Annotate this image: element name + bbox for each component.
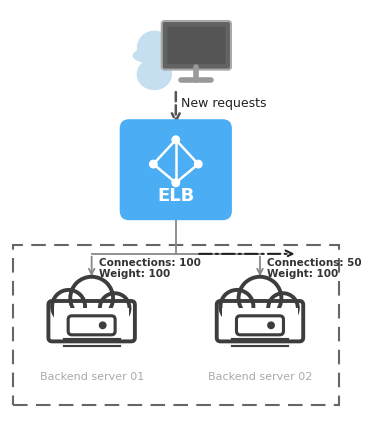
Circle shape [268,322,274,329]
Circle shape [150,161,157,168]
Circle shape [194,161,202,168]
FancyBboxPatch shape [222,308,298,336]
FancyBboxPatch shape [54,308,129,336]
Text: Connections: 50: Connections: 50 [267,258,362,268]
Circle shape [100,322,106,329]
Text: New requests: New requests [181,97,267,110]
Circle shape [70,277,113,319]
Circle shape [100,293,129,323]
FancyBboxPatch shape [217,299,303,341]
Text: Connections: 100: Connections: 100 [99,258,201,268]
FancyBboxPatch shape [49,299,135,341]
Text: Backend server 02: Backend server 02 [208,372,312,382]
FancyBboxPatch shape [120,119,232,220]
Bar [13,244,338,405]
FancyBboxPatch shape [237,316,284,335]
Text: Weight: 100: Weight: 100 [267,269,339,279]
FancyBboxPatch shape [68,316,115,335]
Text: ELB: ELB [157,187,194,205]
Circle shape [239,277,281,319]
Circle shape [52,290,85,323]
Ellipse shape [133,48,175,63]
Circle shape [172,179,180,186]
Ellipse shape [137,59,171,90]
Circle shape [268,293,298,323]
FancyBboxPatch shape [167,27,225,64]
Text: Backend server 01: Backend server 01 [39,372,144,382]
Circle shape [220,290,253,323]
Circle shape [138,31,171,65]
FancyBboxPatch shape [162,21,231,70]
Circle shape [172,136,180,144]
Text: Weight: 100: Weight: 100 [99,269,170,279]
